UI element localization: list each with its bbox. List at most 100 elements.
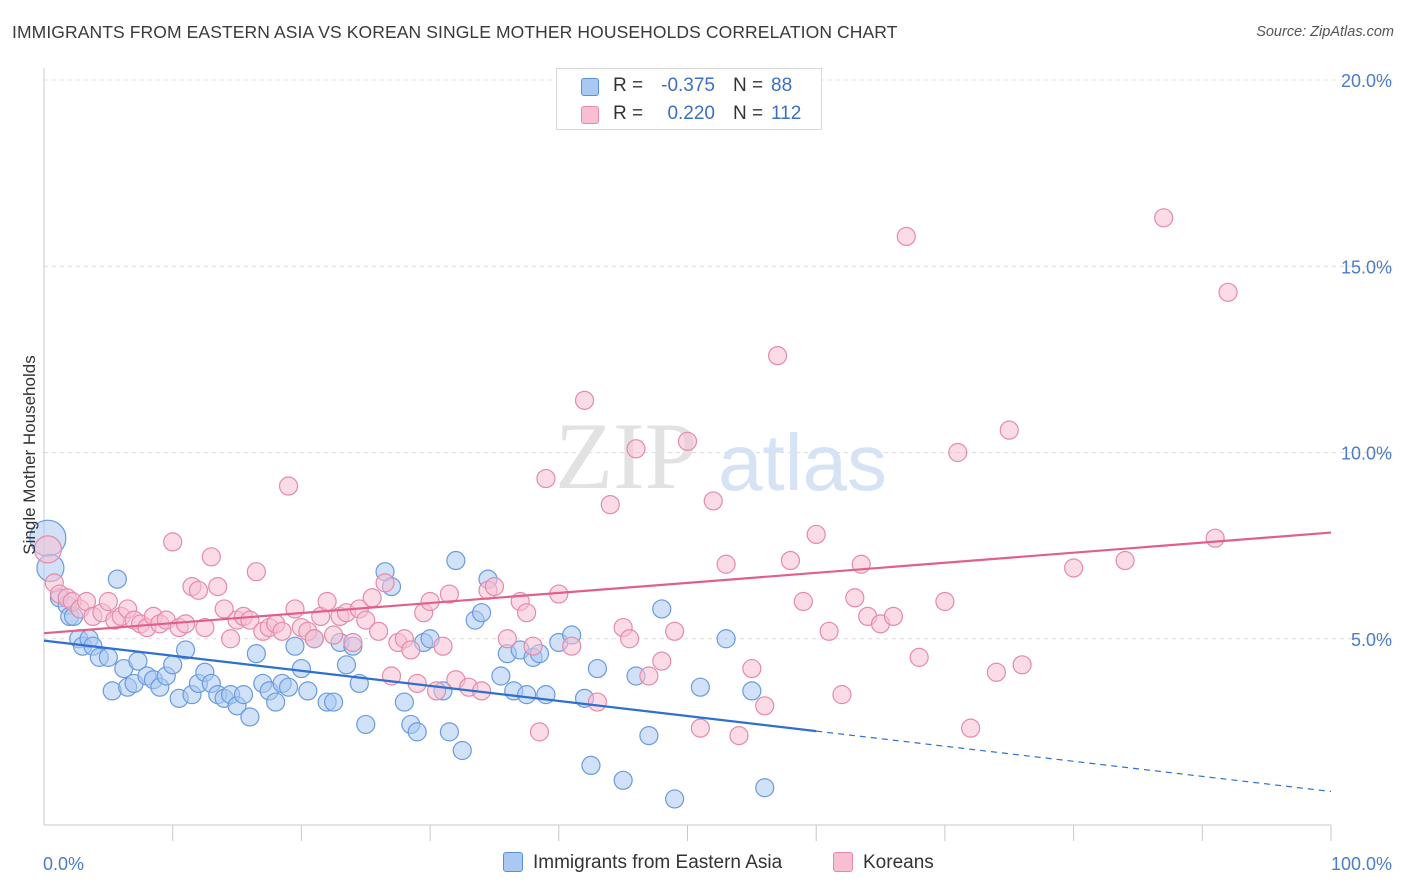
point-immigrants: [742, 681, 762, 701]
point-koreans: [806, 524, 826, 545]
point-koreans: [832, 685, 852, 705]
trend-line-immigrants: [43, 639, 817, 733]
point-immigrants: [755, 778, 775, 798]
stats-row-immigrants: R = -0.375 N = 88: [557, 72, 821, 102]
point-koreans: [819, 621, 839, 641]
point-immigrants: [587, 658, 608, 679]
point-koreans: [883, 606, 904, 627]
point-koreans: [626, 439, 646, 459]
point-koreans: [1205, 528, 1225, 548]
scatter-points: [29, 208, 1238, 809]
point-koreans: [201, 547, 221, 567]
point-immigrants: [471, 603, 492, 623]
point-koreans: [375, 573, 395, 593]
tick-labels: 5.0% 10.0% 15.0% 20.0% 0.0% 100.0%: [43, 71, 1392, 874]
point-immigrants: [716, 629, 736, 649]
point-koreans: [665, 621, 685, 641]
point-koreans: [401, 640, 421, 660]
point-immigrants: [581, 755, 601, 776]
point-koreans: [574, 390, 595, 410]
point-immigrants: [652, 599, 672, 619]
point-koreans: [1063, 558, 1084, 578]
point-koreans: [98, 591, 118, 612]
point-immigrants: [446, 550, 466, 571]
point-koreans: [285, 599, 305, 619]
point-immigrants: [517, 685, 537, 705]
point-koreans: [587, 692, 608, 712]
trend-lines: [43, 531, 1332, 793]
y-axis-label: Single Mother Households: [20, 355, 39, 554]
stats-box: R = -0.375 N = 88 R = 0.220 N = 112: [556, 68, 822, 130]
point-koreans: [652, 651, 672, 671]
stats-n-label: N =: [733, 75, 764, 96]
y-tick-label: 20.0%: [1341, 71, 1392, 91]
point-immigrants: [278, 677, 299, 697]
point-koreans: [1154, 208, 1174, 228]
point-immigrants: [285, 636, 305, 656]
point-immigrants: [240, 707, 260, 727]
point-koreans: [896, 226, 916, 247]
point-koreans: [517, 603, 537, 623]
point-koreans: [780, 550, 801, 571]
legend-item-immigrants[interactable]: Immigrants from Eastern Asia: [503, 852, 782, 874]
stats-n-label: N =: [733, 103, 764, 124]
point-koreans: [195, 617, 215, 638]
point-koreans: [935, 591, 955, 612]
point-immigrants: [394, 692, 414, 712]
point-koreans: [343, 632, 363, 653]
stats-n-value: 88: [771, 75, 793, 96]
point-immigrants: [98, 647, 118, 667]
point-koreans: [426, 681, 447, 701]
point-koreans: [175, 614, 196, 634]
stats-swatch-immigrants: [581, 78, 599, 96]
stats-n-value: 112: [771, 103, 802, 124]
point-koreans: [690, 718, 710, 738]
point-immigrants: [291, 658, 311, 679]
point-koreans: [439, 584, 460, 604]
point-immigrants: [690, 677, 710, 697]
point-koreans: [497, 629, 517, 649]
point-koreans: [362, 588, 382, 608]
axes: [43, 68, 1332, 841]
point-koreans: [1012, 655, 1032, 675]
point-koreans: [317, 591, 337, 612]
stats-r-value: -0.375: [661, 75, 715, 96]
point-koreans: [208, 576, 228, 597]
point-koreans: [523, 636, 543, 656]
y-tick-label: 10.0%: [1341, 444, 1392, 464]
point-koreans: [33, 535, 62, 564]
x-tick-label: 0.0%: [43, 854, 84, 874]
point-immigrants: [266, 692, 286, 712]
point-koreans: [909, 647, 929, 667]
point-koreans: [304, 629, 324, 649]
point-immigrants: [356, 714, 376, 735]
legend-item-koreans[interactable]: Koreans: [833, 852, 934, 874]
point-koreans: [278, 476, 299, 496]
point-immigrants: [246, 644, 266, 664]
stats-row-koreans: R = 0.220 N = 112: [557, 100, 821, 130]
point-koreans: [845, 588, 865, 608]
stats-r-label: R =: [613, 75, 644, 96]
point-koreans: [677, 431, 698, 451]
point-immigrants: [336, 655, 357, 675]
point-koreans: [163, 532, 183, 552]
point-immigrants: [491, 666, 511, 686]
point-immigrants: [452, 740, 472, 761]
point-koreans: [755, 696, 775, 716]
point-immigrants: [298, 681, 318, 701]
point-immigrants: [163, 655, 183, 675]
point-koreans: [793, 591, 813, 612]
trend-line-koreans: [43, 531, 1332, 635]
point-koreans: [639, 666, 659, 686]
point-koreans: [433, 636, 453, 656]
point-koreans: [323, 625, 344, 645]
point-immigrants: [233, 685, 254, 705]
point-koreans: [221, 629, 241, 649]
point-immigrants: [665, 789, 685, 809]
point-koreans: [742, 658, 762, 679]
point-koreans: [484, 576, 505, 597]
point-koreans: [986, 662, 1006, 682]
point-immigrants: [439, 722, 460, 742]
chart-title: IMMIGRANTS FROM EASTERN ASIA VS KOREAN S…: [12, 22, 898, 42]
